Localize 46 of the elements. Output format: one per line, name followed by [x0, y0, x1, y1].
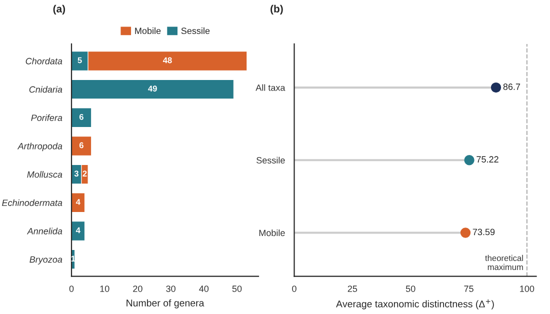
x-tick-label: 25	[348, 286, 358, 292]
y-tick-label: Bryozoa	[30, 256, 62, 264]
bar	[72, 192, 86, 213]
y-tick-label: Sessile	[256, 156, 285, 164]
x-tick-label: 50	[406, 286, 416, 292]
x-axis-title: Average taxonomic distinctness (Δ$^{+}$)	[336, 299, 494, 310]
ref-line-label: theoretical maximum	[485, 254, 523, 270]
data-label: 48	[162, 57, 172, 64]
legend-label: Mobile	[135, 27, 161, 34]
data-label: 4	[76, 199, 80, 205]
y-tick-label: Porifera	[31, 114, 62, 121]
y-tick-label: Chordata	[26, 58, 62, 64]
bar	[72, 136, 92, 156]
data-label: 73.59	[472, 228, 495, 236]
y-tick-label: Annelida	[26, 228, 62, 234]
y-tick-label: Echinodermata	[2, 199, 62, 206]
data-label: 6	[79, 114, 84, 120]
x-tick-label: 0	[292, 286, 296, 292]
data-label: 6	[79, 142, 84, 148]
chart-title: (b)	[270, 4, 283, 15]
x-tick-label: 75	[464, 286, 474, 292]
bar	[72, 79, 234, 100]
x-tick-label: 30	[166, 286, 176, 292]
x-axis-title: Number of genera	[126, 299, 204, 308]
x-tick-label: 10	[100, 286, 110, 292]
x-tick-label: 50	[232, 286, 242, 292]
data-label: 4	[76, 227, 80, 234]
x-tick-label: 0	[69, 286, 74, 292]
bar	[72, 221, 86, 241]
y-tick-label: Arthropoda	[17, 142, 62, 152]
chart-title: (a)	[53, 4, 66, 15]
legend-label: Sessile	[181, 27, 210, 34]
y-tick-label: All taxa	[256, 84, 286, 91]
data-label: 49	[148, 86, 157, 92]
y-tick-label: Mobile	[259, 229, 285, 236]
data-label: 86.7	[503, 84, 520, 90]
data-label: 2	[82, 170, 87, 176]
x-tick-label: 100	[520, 286, 534, 292]
data-label: 75.22	[476, 156, 498, 163]
y-tick-label: Cnidaria	[29, 86, 62, 93]
data-label: 3	[74, 170, 78, 177]
y-tick-label: Mollusca	[27, 171, 62, 178]
x-tick-label: 40	[199, 286, 209, 292]
bar	[72, 108, 92, 128]
x-tick-label: 20	[133, 286, 142, 292]
data-label: 5	[78, 57, 82, 64]
